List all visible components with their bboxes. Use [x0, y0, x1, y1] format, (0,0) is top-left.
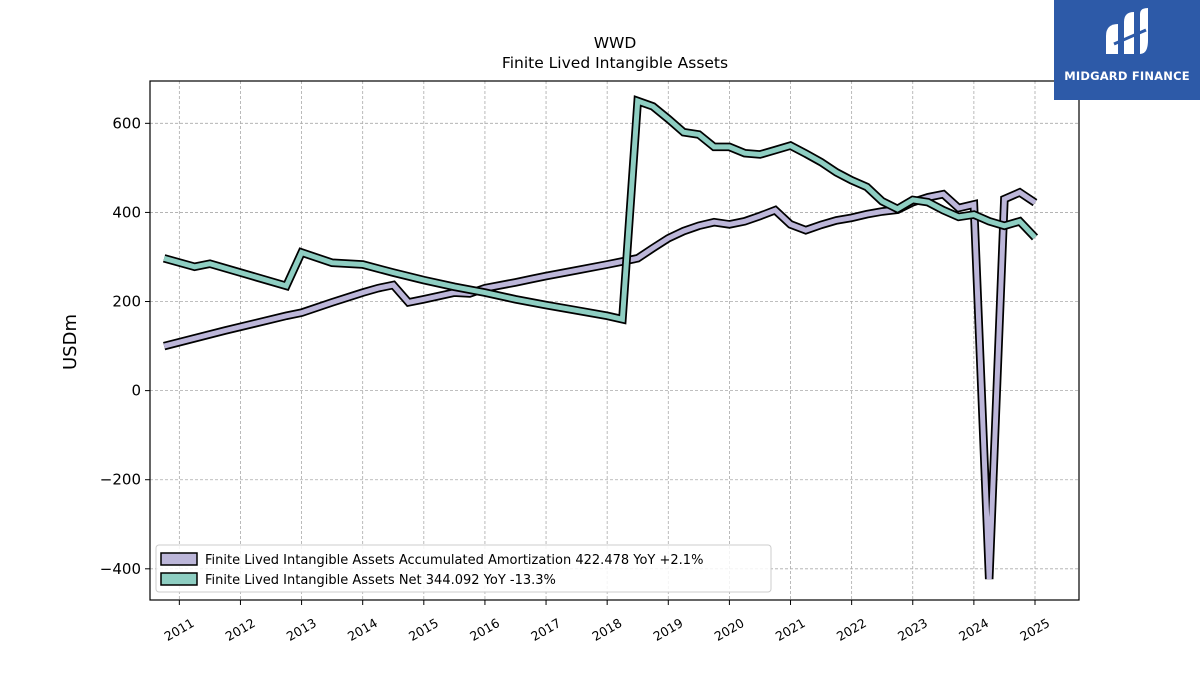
y-tick-label: 0 [131, 382, 141, 400]
x-tick-label: 2016 [467, 615, 502, 644]
series-line-amortization [163, 189, 1037, 580]
y-tick-label: 200 [112, 293, 141, 311]
logo-text: MIDGARD FINANCE [1064, 69, 1190, 83]
series-lines [162, 95, 1039, 580]
x-axis-ticks: 2011 2012 2013 2014 2015 2016 2017 2018 2019 2020… [162, 600, 1052, 644]
legend-swatch-net [160, 572, 198, 586]
x-tick-label: 2020 [712, 615, 747, 644]
x-tick-label: 2025 [1017, 615, 1052, 644]
x-tick-label: 2015 [406, 615, 441, 644]
y-tick-label: 400 [112, 203, 141, 221]
y-tick-label: −200 [100, 471, 141, 489]
x-tick-label: 2022 [834, 615, 869, 644]
x-tick-label: 2023 [895, 615, 930, 644]
x-tick-label: 2012 [223, 615, 258, 644]
grid [150, 81, 1079, 600]
brand-logo: MIDGARD FINANCE [1054, 0, 1200, 100]
legend-label-net: Finite Lived Intangible Assets Net 344.0… [205, 573, 556, 588]
x-tick-label: 2013 [284, 615, 319, 644]
y-tick-label: 600 [112, 114, 141, 132]
x-tick-label: 2024 [956, 615, 991, 644]
legend-swatch-amortization [160, 552, 198, 566]
y-axis-ticks: −400 −200 0 200 400 600 [100, 114, 150, 578]
series-line-net [163, 97, 1037, 323]
y-axis-label: USDm [60, 314, 81, 370]
y-tick-label: −400 [100, 560, 141, 578]
x-tick-label: 2019 [651, 615, 686, 644]
legend-label-amortization: Finite Lived Intangible Assets Accumulat… [205, 553, 703, 568]
x-tick-label: 2018 [589, 615, 624, 644]
x-tick-label: 2017 [528, 615, 563, 644]
x-tick-label: 2011 [162, 615, 197, 644]
x-tick-label: 2014 [345, 615, 380, 644]
chart-subtitle: Finite Lived Intangible Assets [502, 54, 728, 72]
x-tick-label: 2021 [773, 615, 808, 644]
legend-box [155, 544, 772, 593]
legend: Finite Lived Intangible Assets Accumulat… [155, 544, 772, 593]
logo-mark-icon [1106, 8, 1148, 54]
series-line-amortization-outline [163, 187, 1038, 580]
chart-title: WWD [594, 34, 637, 52]
plot-frame [149, 80, 1080, 601]
